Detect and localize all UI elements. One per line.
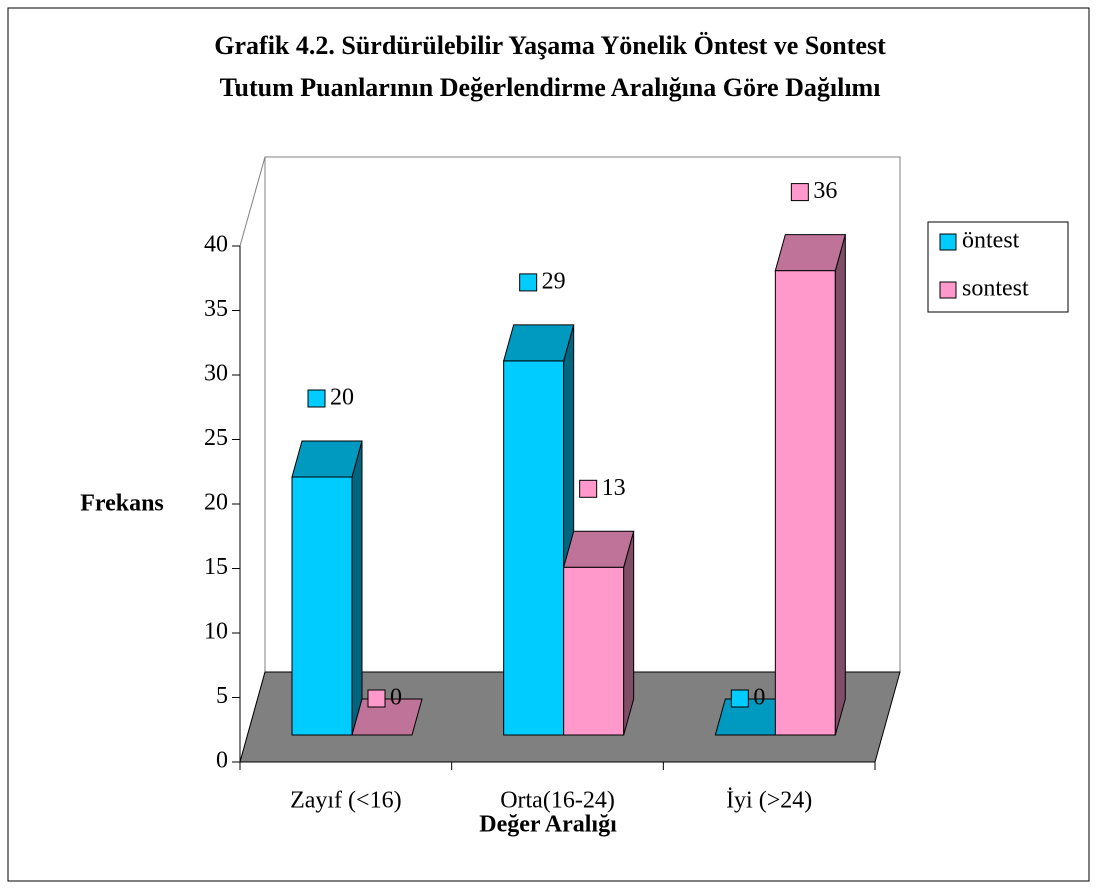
legend-key <box>939 233 957 251</box>
bar-top <box>563 530 635 568</box>
bar <box>351 698 423 736</box>
bar-top <box>291 440 363 478</box>
side-wall <box>239 156 266 763</box>
data-label: 0 <box>753 685 765 711</box>
bar-front <box>563 566 625 736</box>
bar-front <box>503 360 565 736</box>
data-label-key <box>730 689 749 708</box>
y-tick-label: 0 <box>216 748 228 774</box>
bar-side <box>834 234 846 736</box>
data-label: 13 <box>602 475 626 501</box>
data-label-key <box>519 273 538 292</box>
y-tick-label: 5 <box>216 683 228 709</box>
data-label: 36 <box>813 178 837 204</box>
x-tick-label: İyi (>24) <box>726 788 812 814</box>
y-tick-label: 20 <box>204 490 228 516</box>
x-tick-label: Zayıf (<16) <box>290 788 402 814</box>
legend-label: öntest <box>962 228 1020 254</box>
x-axis-label: Değer Aralığı <box>479 812 617 838</box>
bar-top <box>351 698 423 736</box>
y-axis-label: Frekans <box>80 491 164 517</box>
bar-side <box>351 440 363 736</box>
bar-top <box>774 234 846 272</box>
bar-top <box>503 324 575 362</box>
y-tick-label: 25 <box>204 425 228 451</box>
data-label: 20 <box>330 385 354 411</box>
x-tick-label: Orta(16-24) <box>500 788 615 814</box>
data-label-key <box>790 183 809 202</box>
bar <box>774 234 846 736</box>
bar <box>563 530 635 736</box>
y-tick-label: 30 <box>204 361 228 387</box>
chart-title: Tutum Puanlarının Değerlendirme Aralığın… <box>220 73 881 102</box>
data-label-key <box>579 479 598 498</box>
data-label: 0 <box>390 685 402 711</box>
legend-label: sontest <box>962 276 1029 302</box>
y-tick-label: 15 <box>204 554 228 580</box>
chart-title: Grafik 4.2. Sürdürülebilir Yaşama Yöneli… <box>214 31 886 60</box>
legend-key <box>939 281 957 299</box>
data-label: 29 <box>542 268 566 294</box>
y-tick-label: 40 <box>204 232 228 258</box>
data-label-key <box>367 689 386 708</box>
bar-front <box>774 270 836 736</box>
y-tick-label: 10 <box>204 619 228 645</box>
bar-front <box>291 476 353 736</box>
data-label-key <box>307 389 326 408</box>
bar <box>291 440 363 736</box>
y-tick-label: 35 <box>204 296 228 322</box>
